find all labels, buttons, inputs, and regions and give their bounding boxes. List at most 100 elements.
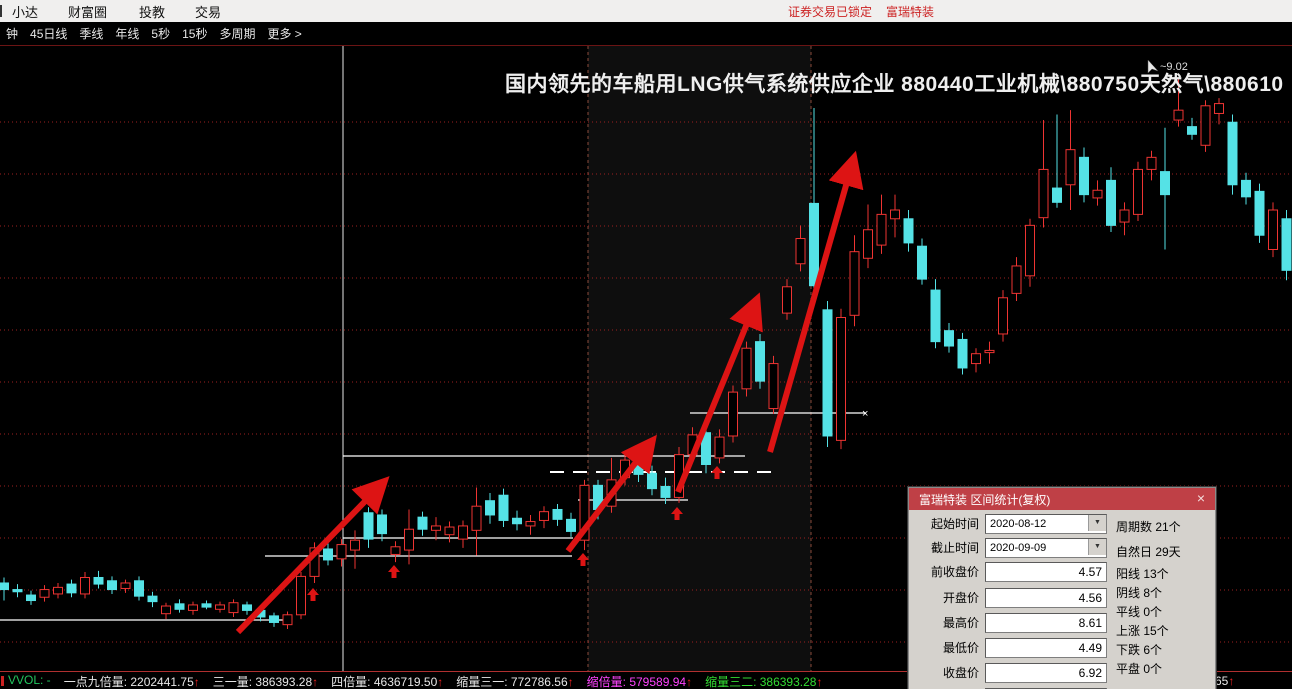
toolbar-item-3[interactable]: 季线 — [79, 27, 104, 41]
candle-body-up[interactable] — [404, 528, 414, 551]
candle-body-down[interactable] — [174, 603, 185, 610]
account-status-text-2[interactable]: 富瑞特装 — [886, 4, 935, 19]
dialog-titlebar[interactable]: 富瑞特装 区间统计(复权) × — [909, 488, 1215, 510]
candle-body-up[interactable] — [728, 391, 738, 437]
candle-body-down[interactable] — [0, 582, 9, 591]
candle-body-up[interactable] — [1025, 224, 1035, 277]
candle-body-up[interactable] — [795, 238, 806, 265]
candle-body-up[interactable] — [350, 539, 360, 551]
candle-body-down[interactable] — [242, 604, 252, 611]
candle-body-down[interactable] — [552, 508, 563, 520]
candle-body-down[interactable] — [917, 245, 927, 280]
candle-body-down[interactable] — [1052, 187, 1062, 203]
candle-body-down[interactable] — [1106, 179, 1116, 226]
toolbar-item-2[interactable]: 45日线 — [30, 27, 68, 41]
candle-body-down[interactable] — [1281, 218, 1292, 271]
candle-body-up[interactable] — [1173, 109, 1184, 121]
candle-body-up[interactable] — [39, 589, 50, 598]
candle-body-down[interactable] — [269, 615, 279, 623]
candle-body-up[interactable] — [215, 604, 225, 610]
value-input-field[interactable]: 4.56 — [985, 588, 1107, 608]
candle-body-up[interactable] — [1092, 189, 1103, 199]
candle-body-up[interactable] — [714, 436, 725, 459]
chevron-down-icon[interactable]: ▼ — [1088, 539, 1106, 555]
toolbar-item-1[interactable]: 钟 — [6, 27, 19, 41]
candle-body-down[interactable] — [822, 309, 833, 437]
candle-body-up[interactable] — [1268, 209, 1278, 250]
value-input-field[interactable]: 4.49 — [985, 638, 1107, 658]
candle-body-down[interactable] — [134, 580, 144, 597]
menu-item-1[interactable]: 小达 — [12, 4, 39, 20]
candle-body-down[interactable] — [201, 603, 212, 608]
candle-body-down[interactable] — [26, 594, 36, 602]
candle-body-up[interactable] — [1200, 105, 1211, 146]
candle-body-down[interactable] — [1079, 156, 1089, 196]
candle-body-up[interactable] — [296, 575, 306, 616]
candle-body-up[interactable] — [1038, 168, 1049, 219]
candle-body-down[interactable] — [1241, 179, 1251, 198]
candle-body-down[interactable] — [903, 218, 914, 244]
candle-body-up[interactable] — [161, 605, 171, 615]
candle-body-down[interactable] — [1227, 121, 1238, 186]
candle-body-down[interactable] — [147, 595, 158, 603]
candle-body-up[interactable] — [741, 347, 752, 390]
candle-body-up[interactable] — [984, 349, 995, 354]
candle-body-up[interactable] — [188, 604, 198, 611]
candle-body-down[interactable] — [323, 548, 333, 561]
candle-body-up[interactable] — [458, 525, 468, 540]
candle-body-down[interactable] — [647, 472, 657, 490]
candle-body-down[interactable] — [417, 516, 428, 530]
candle-body-down[interactable] — [660, 485, 671, 498]
toolbar-item-4[interactable]: 年线 — [115, 27, 140, 41]
candle-body-down[interactable] — [66, 583, 77, 594]
candle-body-up[interactable] — [876, 213, 887, 246]
candle-body-down[interactable] — [93, 576, 104, 585]
candle-body-down[interactable] — [107, 580, 117, 591]
candle-body-up[interactable] — [782, 286, 792, 314]
candle-body-down[interactable] — [1160, 171, 1170, 196]
candle-body-up[interactable] — [836, 317, 846, 441]
candle-body-up[interactable] — [336, 544, 347, 560]
candle-body-down[interactable] — [957, 338, 968, 369]
candle-body-up[interactable] — [890, 209, 900, 220]
candle-body-up[interactable] — [120, 582, 131, 589]
toolbar-item-5[interactable]: 5秒 — [151, 27, 171, 41]
candle-body-down[interactable] — [363, 512, 374, 540]
candle-body-down[interactable] — [701, 432, 711, 466]
candle-body-up[interactable] — [768, 363, 779, 410]
candle-body-down[interactable] — [498, 494, 509, 521]
candle-body-up[interactable] — [579, 484, 590, 541]
toolbar-item-6[interactable]: 15秒 — [182, 27, 208, 41]
candle-body-up[interactable] — [228, 602, 239, 614]
candle-body-up[interactable] — [998, 297, 1008, 335]
candle-body-up[interactable] — [1133, 168, 1143, 215]
candle-body-up[interactable] — [431, 525, 441, 531]
candle-body-down[interactable] — [930, 289, 941, 343]
date-combo-box[interactable]: 2020-08-12 ▼ — [985, 514, 1107, 534]
candle-body-up[interactable] — [80, 576, 90, 595]
candle-body-up[interactable] — [1214, 103, 1224, 114]
candle-body-down[interactable] — [12, 589, 23, 593]
date-combo-box[interactable]: 2020-09-09 ▼ — [985, 538, 1107, 558]
toolbar-item-8[interactable]: 更多 > — [267, 27, 302, 41]
candle-body-up[interactable] — [282, 614, 293, 626]
candle-body-down[interactable] — [1254, 190, 1265, 236]
candle-body-up[interactable] — [863, 229, 873, 259]
close-icon[interactable]: × — [1196, 490, 1206, 506]
candle-body-up[interactable] — [1146, 156, 1157, 170]
value-input-field[interactable]: 4.57 — [985, 562, 1107, 582]
candle-body-down[interactable] — [1187, 126, 1197, 135]
candle-body-down[interactable] — [944, 330, 954, 347]
menu-item-3[interactable]: 投教 — [139, 4, 166, 20]
candle-body-up[interactable] — [971, 353, 981, 365]
candle-body-down[interactable] — [485, 500, 495, 516]
chevron-down-icon[interactable]: ▼ — [1088, 515, 1106, 531]
candle-body-up[interactable] — [53, 586, 63, 595]
menu-item-4[interactable]: 交易 — [195, 4, 222, 20]
candle-body-up[interactable] — [444, 526, 455, 536]
toolbar-item-7[interactable]: 多周期 — [219, 27, 256, 41]
candle-body-down[interactable] — [377, 514, 387, 535]
candle-body-up[interactable] — [1065, 149, 1076, 186]
candle-body-up[interactable] — [471, 505, 482, 531]
